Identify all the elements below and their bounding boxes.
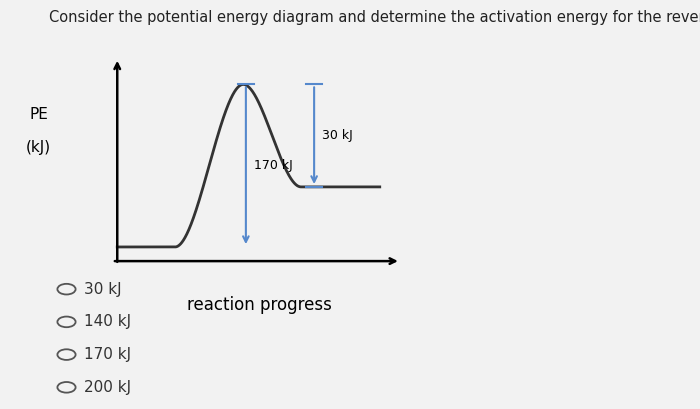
Text: 170 kJ: 170 kJ: [253, 159, 293, 172]
Text: 30 kJ: 30 kJ: [322, 129, 353, 142]
Text: 170 kJ: 170 kJ: [84, 347, 131, 362]
Text: reaction progress: reaction progress: [187, 297, 331, 315]
Text: Consider the potential energy diagram and determine the activation energy for th: Consider the potential energy diagram an…: [49, 10, 700, 25]
Text: 200 kJ: 200 kJ: [84, 380, 131, 395]
Text: (kJ): (kJ): [26, 140, 51, 155]
Text: 140 kJ: 140 kJ: [84, 315, 131, 329]
Text: PE: PE: [29, 107, 48, 122]
Text: 30 kJ: 30 kJ: [84, 282, 122, 297]
